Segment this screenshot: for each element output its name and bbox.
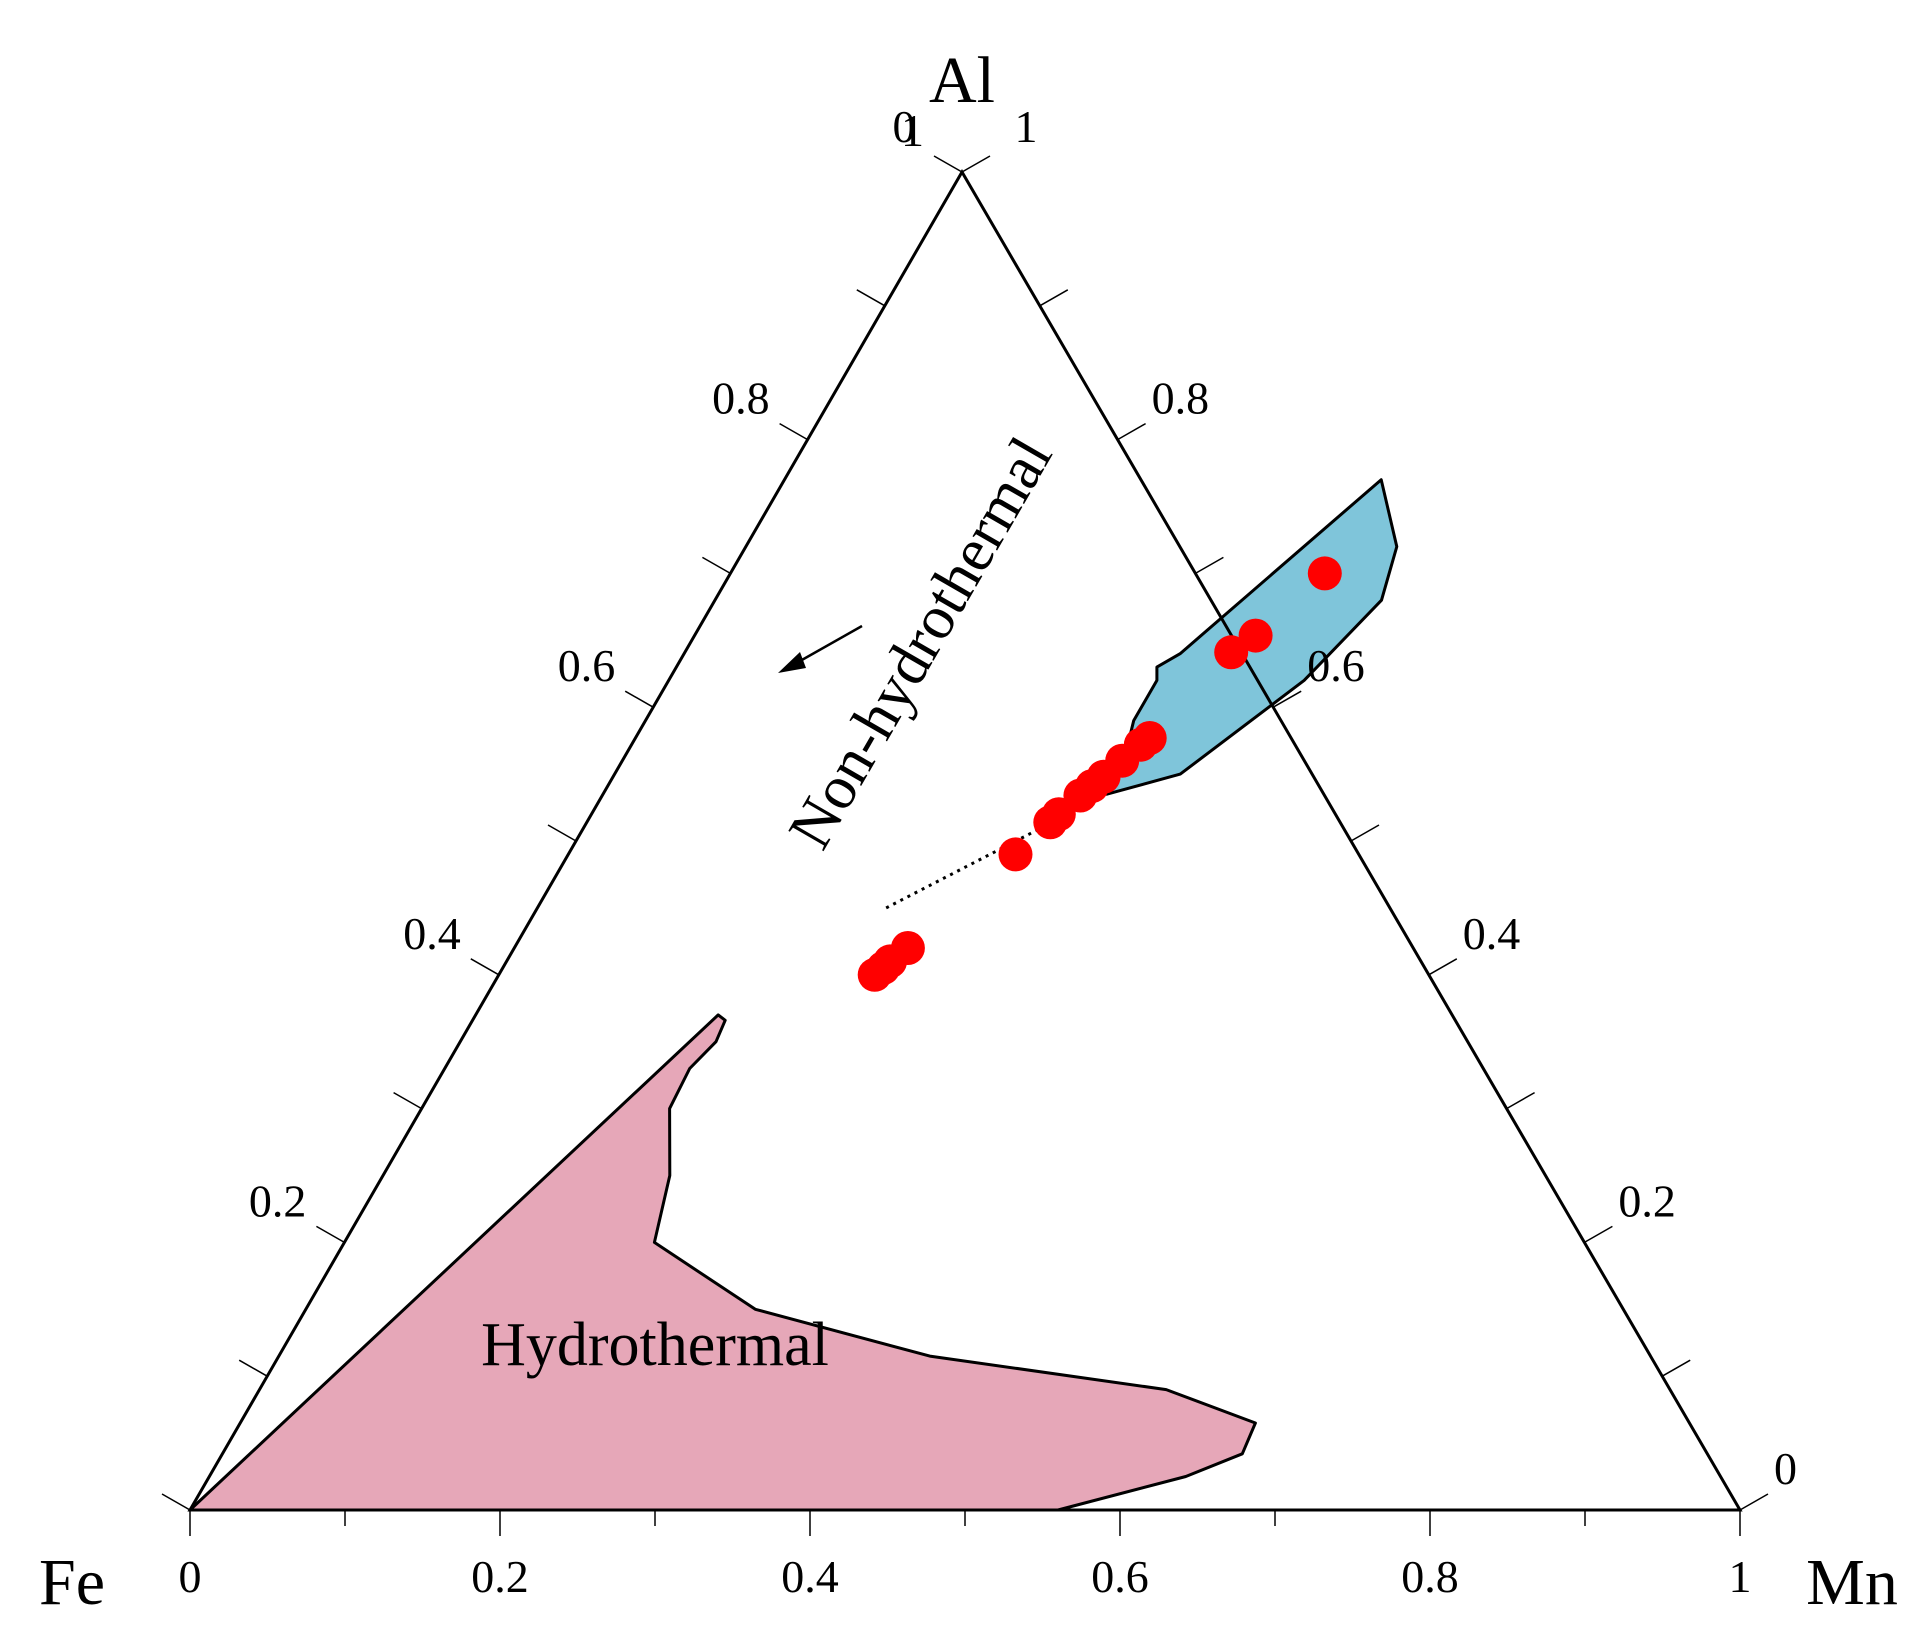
data-point bbox=[1033, 805, 1068, 840]
tick-mark bbox=[1350, 824, 1380, 842]
tick-label: 0.4 bbox=[403, 908, 461, 959]
tick-label: 0 bbox=[179, 1551, 202, 1602]
tick-mark bbox=[856, 289, 886, 307]
tick-label: 1 bbox=[1729, 1551, 1752, 1602]
tick-mark bbox=[1428, 958, 1458, 976]
tick-mark bbox=[161, 1493, 191, 1511]
tick-label: 0.4 bbox=[781, 1551, 839, 1602]
tick-label: 0.4 bbox=[1463, 908, 1521, 959]
tick-mark bbox=[547, 824, 577, 842]
tick-mark bbox=[961, 155, 991, 173]
tick-mark bbox=[316, 1225, 345, 1244]
data-points bbox=[857, 556, 1342, 992]
tick-label: 0.6 bbox=[1307, 640, 1365, 691]
tick-label: 0.6 bbox=[1091, 1551, 1149, 1602]
tick-label: 0 bbox=[1774, 1443, 1797, 1494]
tick-label: 0.6 bbox=[558, 640, 616, 691]
tick-mark bbox=[1506, 1091, 1535, 1110]
arrow-icon bbox=[778, 624, 863, 673]
vertex-label-al: Al bbox=[929, 44, 995, 117]
tick-mark bbox=[1117, 422, 1146, 441]
tick-mark bbox=[1739, 1493, 1769, 1511]
tick-label: 0.2 bbox=[1618, 1175, 1676, 1226]
tick-label: 0 bbox=[893, 101, 916, 152]
tick-label: 1 bbox=[901, 105, 924, 156]
dotted-connector bbox=[885, 792, 1108, 910]
tick-mark bbox=[1039, 289, 1069, 307]
region-hydrothermal bbox=[188, 1013, 1257, 1512]
tick-mark bbox=[1584, 1225, 1613, 1244]
tick-label: 1 bbox=[1015, 101, 1038, 152]
tick-mark bbox=[1661, 1359, 1691, 1377]
tick-mark bbox=[238, 1359, 268, 1377]
tick-label: 0.2 bbox=[249, 1175, 307, 1226]
tick-label: 0.2 bbox=[471, 1551, 529, 1602]
data-point bbox=[1238, 618, 1273, 653]
tick-mark bbox=[933, 155, 963, 173]
data-point bbox=[1307, 556, 1342, 591]
data-point bbox=[857, 957, 892, 992]
tick-mark bbox=[1272, 690, 1302, 708]
region-label-non-hydrothermal: Non-hydrothermal bbox=[776, 426, 1066, 860]
ternary-triangle bbox=[187, 169, 1743, 1512]
data-point bbox=[1214, 635, 1249, 670]
tick-mark bbox=[779, 422, 808, 441]
data-point bbox=[998, 837, 1033, 872]
vertex-label-mn: Mn bbox=[1806, 1546, 1898, 1619]
tick-mark bbox=[624, 690, 654, 708]
tick-mark bbox=[393, 1091, 422, 1110]
tick-mark bbox=[702, 556, 731, 575]
vertex-label-fe: Fe bbox=[39, 1546, 105, 1619]
region-label-hydrothermal: Hydrothermal bbox=[481, 1311, 829, 1379]
tick-label: 0.8 bbox=[1152, 373, 1210, 424]
tick-labels: 0 0.2 0.4 0.6 0.8 1 1 0.8 0.6 0.4 0.2 0 0 0.2 0.4 0.6 0.… bbox=[179, 101, 1798, 1602]
tick-marks bbox=[161, 155, 1769, 1536]
tick-label: 0.8 bbox=[712, 373, 770, 424]
tick-label: 0.8 bbox=[1401, 1551, 1459, 1602]
tick-mark bbox=[470, 958, 500, 976]
tick-mark bbox=[1195, 556, 1224, 575]
